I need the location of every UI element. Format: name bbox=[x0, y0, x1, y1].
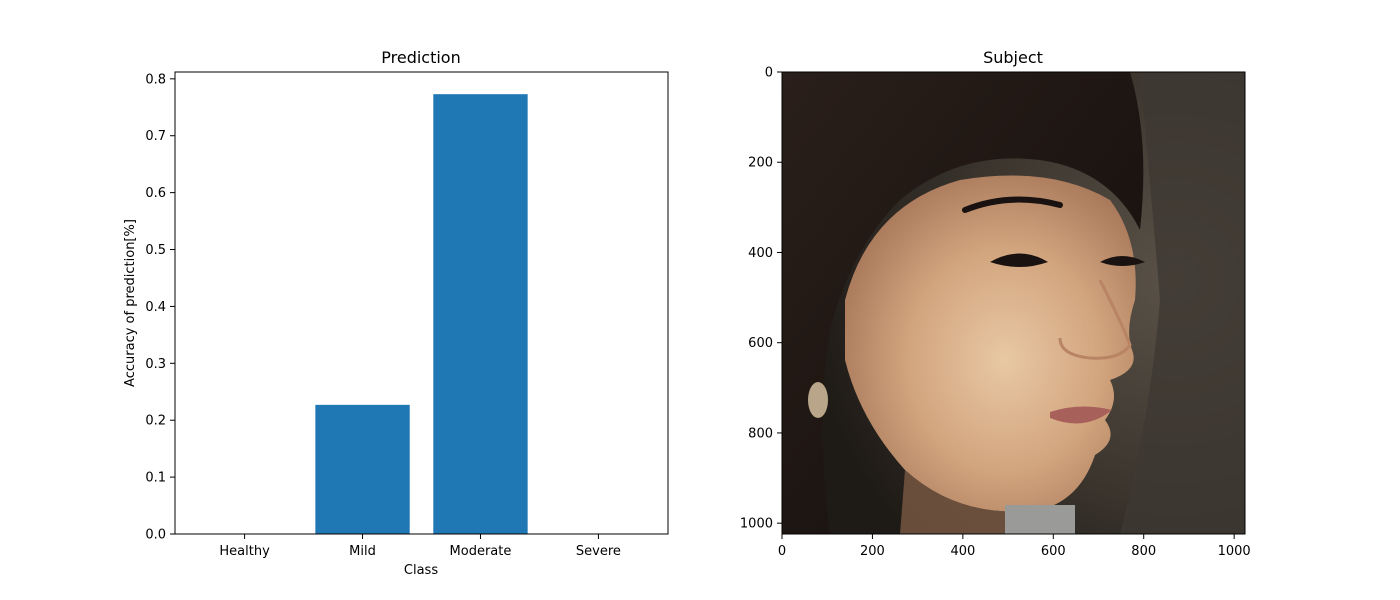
bar-x-tick-label: Mild bbox=[349, 544, 376, 559]
bar-x-tick-label: Moderate bbox=[450, 544, 512, 559]
img-y-ticks: 0 200 400 600 800 1000 bbox=[740, 66, 782, 532]
img-x-tick-label: 400 bbox=[950, 544, 975, 559]
img-y-tick-label: 600 bbox=[748, 336, 773, 351]
photo-microphone bbox=[1005, 505, 1075, 534]
img-x-tick-label: 1000 bbox=[1218, 544, 1251, 559]
bar-mild bbox=[315, 404, 410, 534]
bar-x-ticks: Healthy Mild Moderate Severe bbox=[219, 534, 621, 559]
bar-y-tick-label: 0.7 bbox=[145, 129, 166, 144]
bar-y-tick-label: 0.0 bbox=[145, 528, 166, 543]
image-panel-frame bbox=[781, 71, 1246, 535]
bar-x-tick-label: Severe bbox=[576, 544, 621, 559]
img-x-ticks: 0 200 400 600 800 1000 bbox=[778, 534, 1251, 559]
img-y-tick-label: 0 bbox=[765, 66, 773, 81]
bar-moderate bbox=[433, 94, 528, 535]
img-x-tick-label: 200 bbox=[860, 544, 885, 559]
photo-eye bbox=[990, 253, 1048, 267]
bar-y-tick-label: 0.8 bbox=[145, 72, 166, 87]
bar-y-tick-label: 0.3 bbox=[145, 357, 166, 372]
bar-chart-title: Prediction bbox=[381, 48, 460, 67]
bar-y-tick-label: 0.6 bbox=[145, 186, 166, 201]
bars-layer bbox=[315, 94, 528, 535]
photo-right-shadow bbox=[1120, 72, 1245, 534]
subject-photo bbox=[782, 72, 1245, 534]
bar-y-ticks: 0.0 0.1 0.2 0.3 0.4 0.5 0.6 0.7 0.8 bbox=[145, 72, 175, 543]
photo-lips bbox=[1050, 406, 1112, 424]
bar-chart-xlabel: Class bbox=[404, 563, 438, 578]
photo-brow bbox=[962, 196, 1063, 213]
photo-eye-far bbox=[1100, 256, 1145, 266]
img-x-tick-label: 600 bbox=[1041, 544, 1066, 559]
img-x-tick-label: 800 bbox=[1131, 544, 1156, 559]
img-y-tick-label: 200 bbox=[748, 156, 773, 171]
img-x-tick-label: 0 bbox=[778, 544, 786, 559]
bar-y-tick-label: 0.2 bbox=[145, 414, 166, 429]
photo-face bbox=[845, 175, 1136, 512]
img-y-tick-label: 400 bbox=[748, 246, 773, 261]
bar-y-tick-label: 0.4 bbox=[145, 300, 166, 315]
bar-chart: Prediction 0.0 0.1 0.2 0.3 0.4 0.5 0.6 0.7 0.8 H… bbox=[123, 48, 669, 578]
photo-hair bbox=[782, 72, 1144, 534]
bar-chart-frame bbox=[174, 71, 669, 535]
bar-x-tick-label: Healthy bbox=[219, 544, 270, 559]
bar-y-tick-label: 0.1 bbox=[145, 471, 166, 486]
img-y-tick-label: 800 bbox=[748, 426, 773, 441]
bar-chart-ylabel: Accuracy of prediction[%] bbox=[123, 219, 138, 387]
photo-earring bbox=[808, 382, 828, 418]
photo-nose bbox=[1058, 279, 1132, 360]
img-y-tick-label: 1000 bbox=[740, 517, 773, 532]
image-panel: Subject 0 200 400 600 800 1000 0 200 400 600 800 1… bbox=[740, 48, 1251, 559]
image-panel-title: Subject bbox=[983, 48, 1043, 67]
bar-y-tick-label: 0.5 bbox=[145, 243, 166, 258]
